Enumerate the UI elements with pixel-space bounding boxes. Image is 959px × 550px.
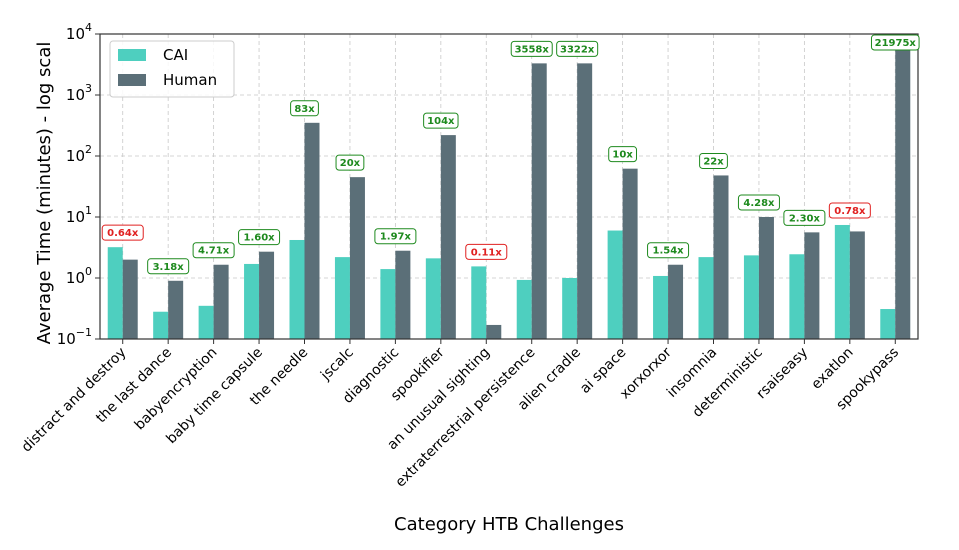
bar-cai-5 [334,257,350,339]
ratio-label: 0.64x [107,228,139,239]
bar-cai-13 [698,257,714,339]
ratio-label: 21975x [875,38,917,49]
ratio-labels: 0.64x 3.18x 4.71x 1.60x 83x 20x 1.97x 104x 0.11x… [101,34,920,275]
bar-human-2 [213,264,229,339]
ratio-label-box [699,152,728,169]
ratio-label-box [147,258,190,275]
ratio-label: 3322x [560,44,595,55]
bar-cai-2 [198,305,214,339]
bar-cai-11 [607,230,623,339]
ratio-label-box [510,40,553,57]
bar-cai-8 [471,266,487,339]
y-axis: 10−1 100 101 102 103 104 [57,21,100,348]
ratio-label: 3.18x [153,262,185,273]
ratio-label: 0.78x [834,206,866,217]
ratio-label-box [556,40,599,57]
ratio-label: 22x [703,156,724,167]
bar-human-10 [577,63,593,339]
bar-cai-14 [743,255,759,339]
bar-human-15 [804,232,820,339]
ratio-label-box [290,100,319,117]
bar-human-9 [531,63,547,339]
y-tick-label: 102 [66,143,92,165]
ratio-label-box [101,224,144,241]
plot-frame [99,33,919,340]
bar-human-7 [440,135,456,339]
bar-cai-1 [153,311,169,339]
legend-label-human: Human [163,71,217,89]
y-tick-label: 10−1 [57,326,92,348]
bar-cai-6 [380,269,396,339]
bar-human-12 [668,264,684,339]
legend-label-cai: CAI [163,46,188,64]
bar-cai-7 [425,258,441,339]
x-axis-title: Category HTB Challenges [394,514,624,535]
ratio-label: 0.11x [471,247,503,258]
ratio-label: 20x [340,158,361,169]
ratio-label: 1.54x [652,246,684,257]
y-tick-label: 100 [66,265,92,287]
ratio-label-box [737,194,780,211]
legend-swatch-human [118,74,146,86]
bar-human-6 [395,250,411,339]
legend: CAI Human [109,40,235,98]
bar-human-8 [486,324,502,339]
ratio-label: 2.30x [789,213,821,224]
y-tick-label: 101 [66,204,92,226]
ratio-label: 104x [427,116,455,127]
ratio-label: 3558x [515,44,550,55]
x-tick-label: jscalc [317,345,357,385]
ratio-label: 4.71x [198,246,230,257]
y-axis-title: Average Time (minutes) - log scal [34,42,55,345]
ratio-label: 10x [612,150,633,161]
bar-human-4 [304,122,320,339]
ratio-label-box [783,209,826,226]
bar-cai-15 [789,254,805,339]
bar-human-14 [758,217,774,339]
bar-cai-16 [834,224,850,339]
bar-cai-3 [244,263,260,339]
bar-cai-0 [107,247,123,339]
y-tick-label: 104 [66,21,92,43]
bar-human-17 [895,44,911,339]
ratio-label: 1.60x [243,233,275,244]
ratio-label-box [608,146,638,163]
ratio-label: 4.28x [743,198,775,209]
ratio-label: 83x [294,104,315,115]
ratio-label-box [238,229,281,246]
bar-human-0 [122,259,138,339]
ratio-label-box [192,242,235,259]
bar-human-5 [349,177,365,339]
bar-cai-9 [516,279,532,339]
ratio-label-box [335,154,365,171]
ratio-label-box [465,243,508,260]
bar-human-11 [622,168,638,339]
y-tick-label: 103 [66,82,92,104]
ratio-label-box [647,242,690,259]
bar-human-3 [259,251,275,339]
ratio-label-box [828,202,871,219]
bar-human-13 [713,175,729,339]
ratio-label: 1.97x [380,232,412,243]
bars [107,44,911,339]
bar-cai-10 [562,278,578,339]
bar-human-1 [168,280,184,339]
x-tick-label: babyencryption [132,345,221,434]
ratio-label-box [870,34,920,51]
ratio-label-box [374,228,417,245]
bar-cai-12 [653,275,669,339]
bar-cai-17 [880,309,896,339]
bar-human-16 [849,231,865,339]
bar-cai-4 [289,239,305,339]
legend-swatch-cai [118,49,146,61]
ratio-label-box [423,112,459,129]
